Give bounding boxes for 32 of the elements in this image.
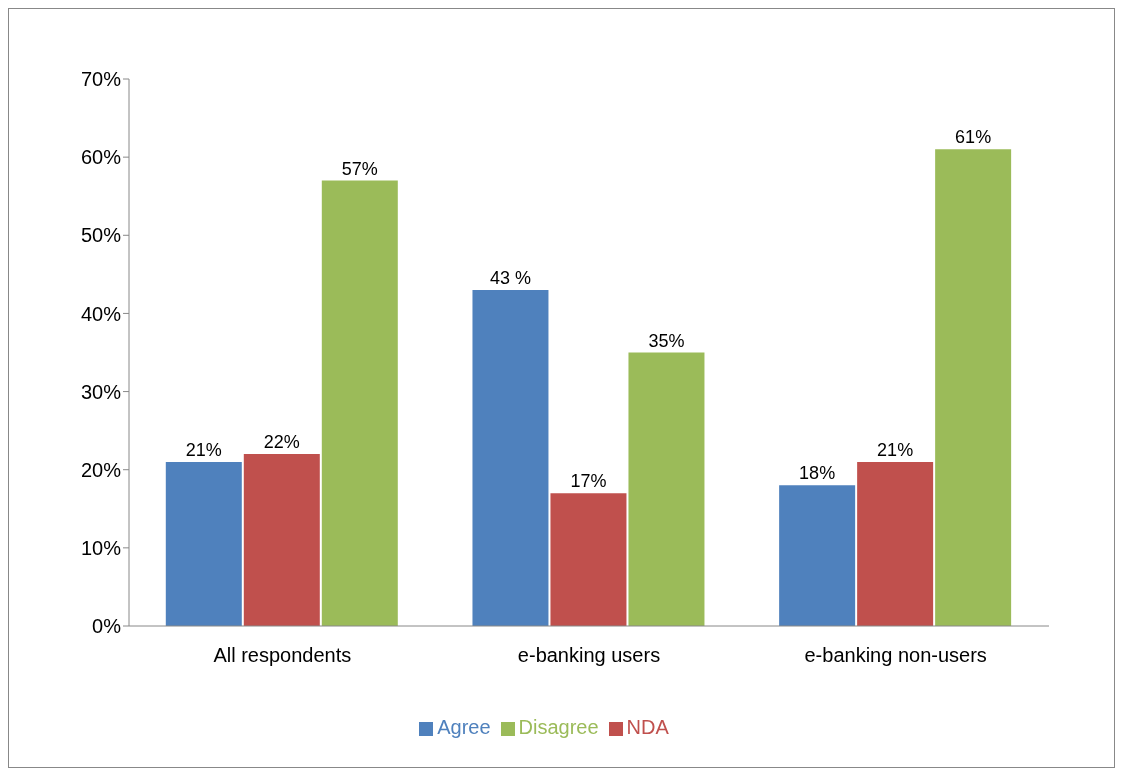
- y-tick-label: 40%: [80, 302, 122, 325]
- x-tick-label: e-banking users: [517, 644, 661, 667]
- y-tick-label: 70%: [80, 68, 122, 91]
- bar: [165, 461, 242, 626]
- data-label: 43 %: [489, 267, 531, 288]
- y-tick-label: 60%: [80, 146, 122, 169]
- legend-label: Agree: [437, 716, 491, 738]
- y-tick-label: 0%: [92, 615, 122, 638]
- bar: [472, 289, 549, 626]
- y-tick-label: 10%: [80, 536, 122, 559]
- legend-label: NDA: [626, 716, 669, 738]
- data-label: 35%: [648, 330, 685, 351]
- bar: [243, 454, 320, 626]
- y-tick-label: 30%: [80, 380, 122, 403]
- data-label: 17%: [570, 471, 607, 492]
- data-label: 21%: [185, 439, 222, 460]
- bar: [857, 461, 934, 626]
- bar: [628, 352, 705, 626]
- x-tick-label: e-banking non-users: [804, 644, 987, 667]
- y-tick-label: 20%: [80, 458, 122, 481]
- data-label: 21%: [877, 439, 914, 460]
- x-tick-label: All respondents: [213, 644, 352, 667]
- y-tick-label: 50%: [80, 224, 122, 247]
- bar: [779, 485, 856, 626]
- legend-label: Disagree: [518, 716, 599, 738]
- bar: [321, 180, 398, 626]
- bar: [550, 493, 627, 626]
- data-label: 18%: [799, 463, 836, 484]
- data-label: 57%: [341, 158, 378, 179]
- bar: [935, 149, 1012, 626]
- data-label: 22%: [263, 432, 300, 453]
- data-label: 61%: [955, 127, 992, 148]
